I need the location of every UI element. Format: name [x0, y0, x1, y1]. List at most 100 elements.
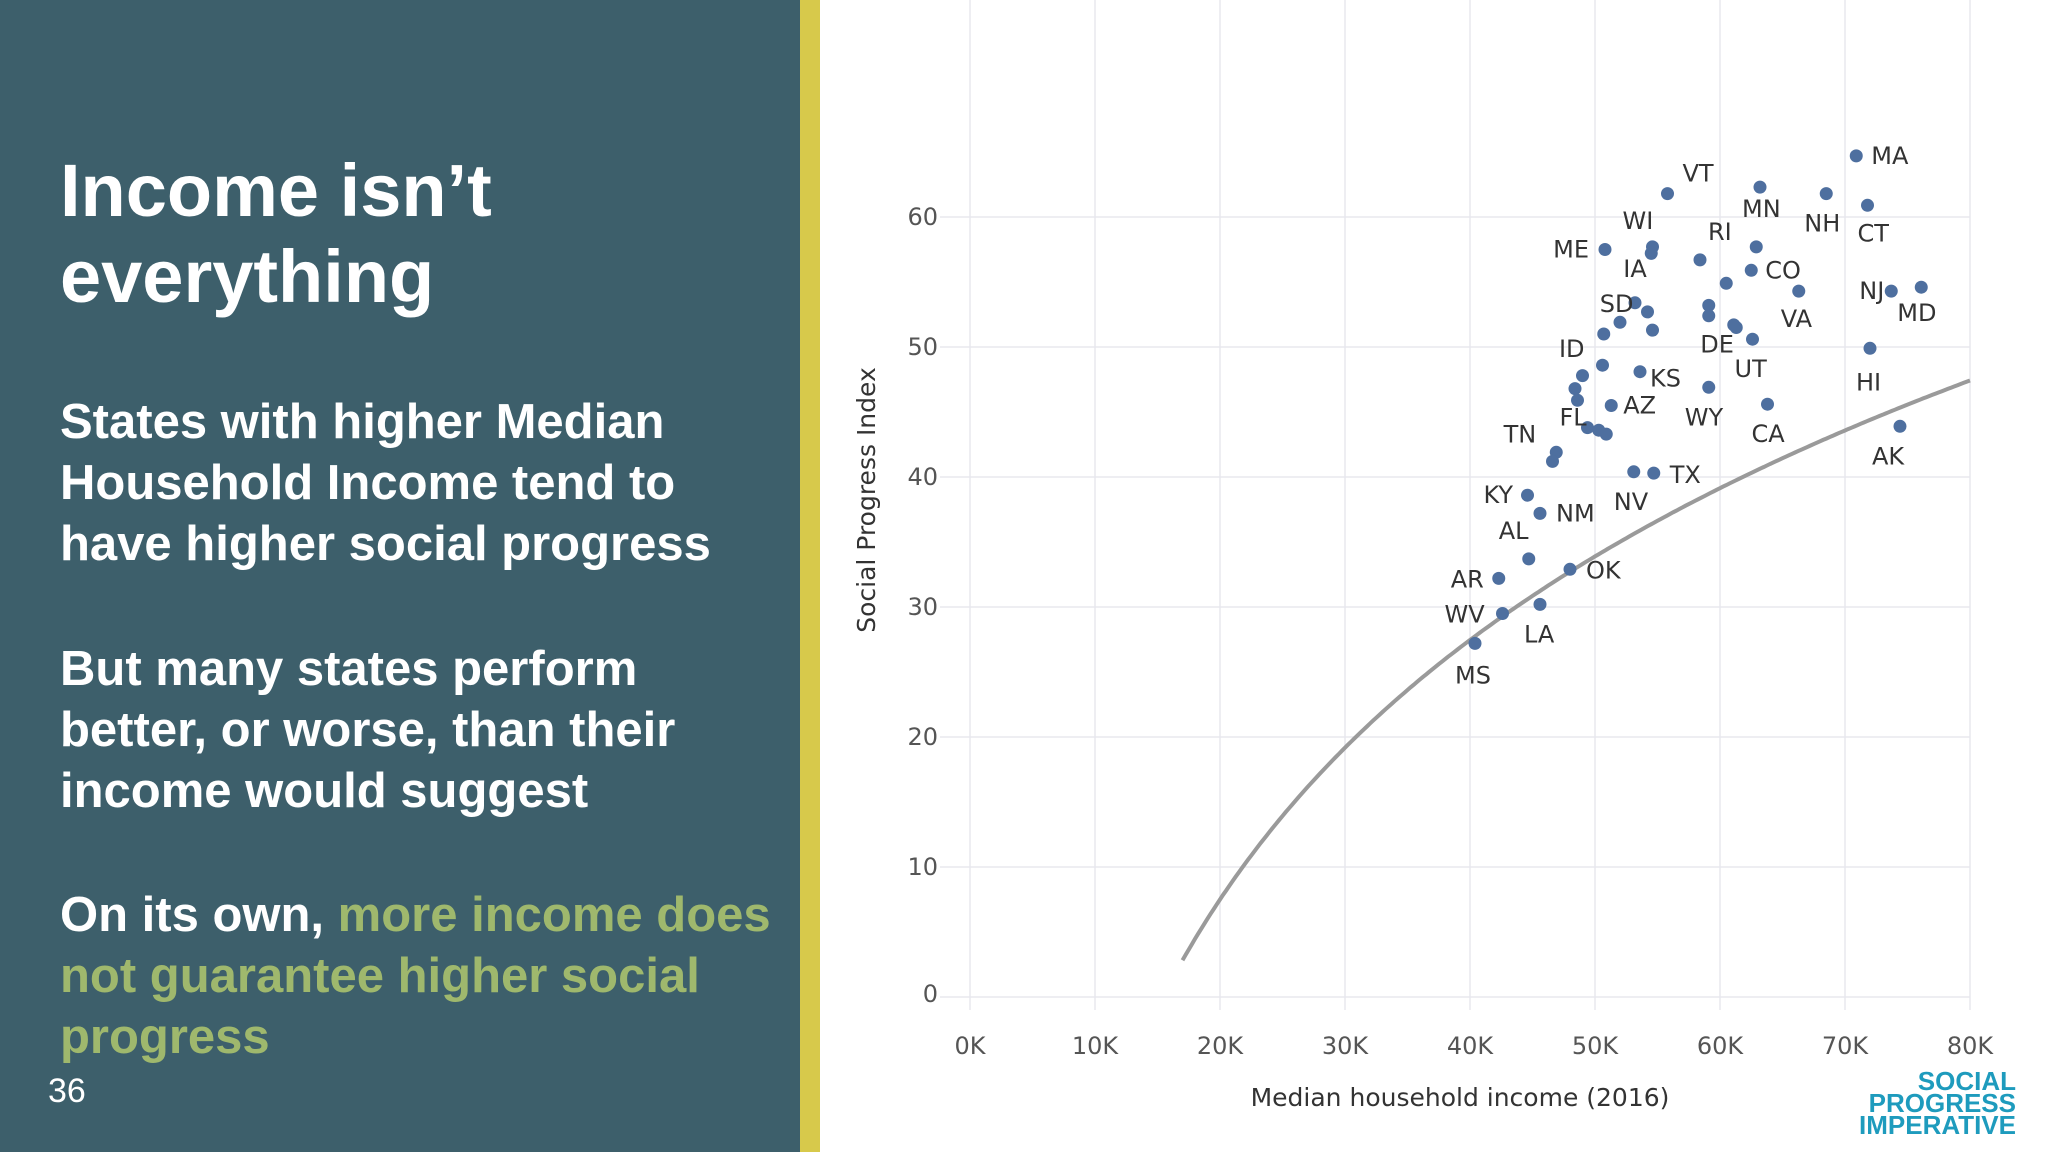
label-hi: HI — [1856, 368, 1881, 396]
label-ma: MA — [1871, 142, 1909, 170]
label-nh: NH — [1804, 210, 1840, 238]
point-co — [1744, 263, 1758, 277]
label-ok: OK — [1586, 556, 1622, 584]
point-me — [1598, 243, 1612, 256]
label-de: DE — [1700, 331, 1734, 359]
label-ms: MS — [1455, 661, 1491, 689]
x-axis-title: Median household income (2016) — [1251, 1083, 1670, 1112]
point — [1613, 315, 1627, 329]
y-tick-label: 20 — [907, 723, 938, 751]
point — [1599, 427, 1613, 441]
point-ri — [1693, 253, 1707, 267]
y-tick-label: 0 — [923, 980, 938, 1008]
point-vt — [1661, 187, 1674, 201]
label-ca: CA — [1752, 420, 1786, 448]
point-la — [1533, 597, 1547, 611]
point-ut — [1746, 332, 1759, 346]
point-ky — [1521, 488, 1534, 502]
y-axis-title: Social Progress Index — [852, 367, 881, 633]
point-mn — [1753, 180, 1767, 194]
slide-number: 36 — [48, 1072, 86, 1110]
point — [1576, 369, 1589, 383]
label-md: MD — [1897, 299, 1936, 327]
label-vt: VT — [1683, 160, 1714, 188]
point-de — [1729, 321, 1743, 334]
point-ks — [1633, 365, 1647, 379]
label-va: VA — [1781, 305, 1813, 333]
left-panel: Income isn’t everything States with high… — [0, 0, 800, 1152]
spi-logo: SOCIAL PROGRESS IMPERATIVE — [1850, 1066, 2016, 1140]
point — [1702, 309, 1716, 323]
point-ms — [1468, 636, 1482, 650]
label-ks: KS — [1650, 365, 1681, 393]
point-nm — [1533, 506, 1547, 520]
point-fl — [1581, 421, 1594, 435]
label-co: CO — [1765, 256, 1801, 284]
point-wv — [1496, 607, 1509, 620]
y-tick-label: 50 — [907, 333, 938, 361]
y-tick-label: 10 — [907, 853, 938, 881]
label-sd: SD — [1600, 290, 1634, 318]
label-me: ME — [1553, 236, 1589, 264]
logo-line-1: SOCIAL — [1917, 1066, 2016, 1096]
point-sd — [1641, 305, 1654, 319]
paragraph-performance: But many states perform better, or worse… — [60, 642, 676, 818]
label-tx: TX — [1669, 461, 1701, 489]
point — [1749, 240, 1763, 254]
logo-line-2: PROGRESS — [1868, 1088, 2016, 1118]
x-tick-label: 60K — [1697, 1032, 1745, 1060]
label-az: AZ — [1623, 392, 1656, 420]
point-ar — [1492, 571, 1506, 585]
label-ut: UT — [1735, 355, 1768, 383]
label-al: AL — [1499, 517, 1529, 545]
point-ct — [1861, 198, 1874, 212]
point — [1644, 246, 1658, 260]
label-ar: AR — [1451, 565, 1484, 593]
point-nh — [1819, 187, 1833, 201]
point-tx — [1647, 466, 1661, 480]
point-az — [1604, 399, 1618, 412]
point-nj — [1884, 284, 1898, 298]
label-wi: WI — [1623, 207, 1654, 235]
slide-title: Income isn’t everything — [60, 149, 492, 318]
paragraph-conclusion: On its own, more income does not guarant… — [60, 885, 780, 1068]
x-tick-label: 50K — [1572, 1032, 1620, 1060]
point — [1568, 382, 1582, 396]
label-nj: NJ — [1859, 277, 1884, 305]
point-wy — [1702, 380, 1716, 394]
point-ca — [1761, 397, 1774, 411]
grid-lines — [940, 0, 1971, 1010]
conclusion-lead: On its own, — [60, 888, 338, 942]
label-fl: FL — [1560, 404, 1588, 432]
conclusion-highlight: more income does not guarantee higher so… — [60, 888, 771, 1064]
label-ky: KY — [1484, 481, 1514, 509]
accent-bar — [800, 0, 820, 1152]
point-hi — [1863, 341, 1877, 355]
label-mn: MN — [1742, 195, 1781, 223]
x-tick-label: 10K — [1072, 1032, 1120, 1060]
label-wy: WY — [1685, 403, 1724, 431]
point-id — [1596, 358, 1609, 372]
point-ma — [1849, 149, 1863, 163]
y-tick-label: 30 — [907, 593, 938, 621]
point-nv — [1627, 465, 1641, 479]
label-tn: TN — [1503, 420, 1537, 448]
point-va — [1792, 284, 1806, 298]
point — [1719, 276, 1733, 290]
point — [1597, 327, 1611, 341]
point — [1702, 298, 1716, 312]
label-ak: AK — [1872, 442, 1905, 470]
x-tick-label: 40K — [1447, 1032, 1495, 1060]
label-nv: NV — [1614, 488, 1649, 516]
label-la: LA — [1524, 620, 1555, 648]
x-tick-label: 70K — [1822, 1032, 1870, 1060]
data-points — [1468, 149, 1928, 650]
x-tick-label: 20K — [1197, 1032, 1245, 1060]
axis-ticks: 0K 10K 20K 30K 40K 50K 60K 70K 80K 0 10 20 30 40 50 60 — [907, 203, 1994, 1060]
y-tick-label: 40 — [907, 463, 938, 491]
trend-line — [1180, 378, 1971, 962]
label-ct: CT — [1858, 219, 1890, 247]
logo-line-3: IMPERATIVE — [1859, 1110, 2016, 1140]
paragraph-income-trend: States with higher Median Household Inco… — [60, 395, 711, 571]
